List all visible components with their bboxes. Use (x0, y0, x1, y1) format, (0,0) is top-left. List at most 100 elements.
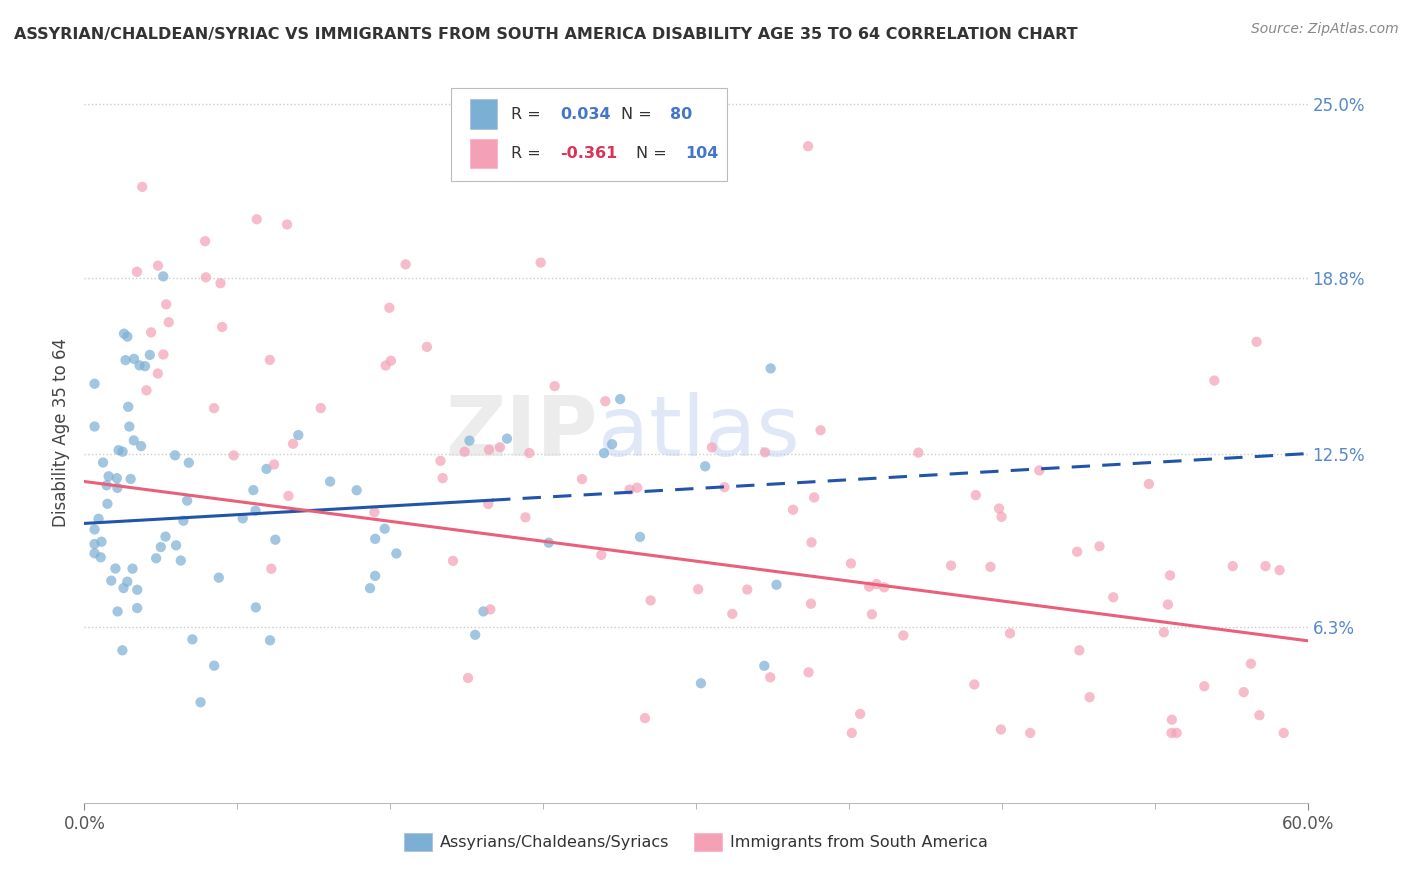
Point (287, 428, 309, 442)
Point (713, 480, 735, 494)
Point (135, 384, 157, 398)
Point (841, 726, 863, 740)
Point (517, 446, 540, 460)
Point (209, 277, 232, 291)
Text: ZIP: ZIP (446, 392, 598, 473)
Point (1028, 463, 1050, 477)
Point (170, 553, 193, 567)
Point (139, 326, 162, 340)
Point (990, 509, 1012, 524)
Point (146, 367, 169, 381)
Point (385, 546, 408, 560)
Point (640, 593, 662, 607)
Point (891, 628, 914, 642)
Point (1160, 713, 1182, 727)
Point (96, 497, 118, 511)
Point (100, 574, 122, 588)
Point (96, 478, 118, 492)
Text: -0.361: -0.361 (560, 146, 617, 161)
Point (172, 514, 194, 528)
Point (865, 577, 887, 591)
Point (83, 376, 105, 391)
Point (149, 540, 172, 554)
Point (988, 501, 1011, 516)
FancyBboxPatch shape (451, 88, 727, 181)
Point (688, 582, 710, 597)
Point (90, 550, 112, 565)
Point (530, 255, 553, 269)
Point (458, 434, 481, 448)
Point (695, 459, 717, 474)
Point (277, 489, 299, 503)
Point (139, 348, 162, 362)
Point (111, 444, 134, 458)
Point (359, 581, 381, 595)
Point (537, 535, 560, 549)
Point (873, 580, 896, 594)
Point (120, 472, 142, 486)
Point (319, 475, 342, 489)
Point (114, 353, 136, 368)
Point (83, 419, 105, 434)
Point (1204, 374, 1226, 388)
Point (472, 604, 495, 618)
Point (363, 505, 385, 519)
Point (97, 469, 120, 483)
Text: 104: 104 (685, 146, 718, 161)
Point (90, 534, 112, 549)
Point (432, 471, 454, 485)
Point (626, 481, 648, 495)
Point (245, 503, 267, 517)
Point (628, 530, 651, 544)
Point (155, 530, 177, 544)
Point (194, 270, 217, 285)
Point (429, 454, 451, 468)
Point (104, 561, 127, 575)
Point (364, 532, 387, 546)
Point (128, 359, 150, 373)
Point (797, 665, 820, 680)
Point (83, 537, 105, 551)
Point (117, 329, 139, 343)
Point (380, 353, 402, 368)
Point (202, 658, 225, 673)
Point (759, 361, 782, 376)
Point (222, 449, 245, 463)
Point (1153, 625, 1175, 640)
Point (394, 257, 416, 271)
FancyBboxPatch shape (470, 138, 496, 169)
Point (571, 472, 593, 486)
Point (797, 139, 820, 153)
Point (364, 569, 387, 583)
Point (849, 706, 872, 721)
Point (181, 632, 204, 647)
Point (263, 458, 285, 472)
Point (1160, 726, 1182, 740)
Point (276, 218, 298, 232)
Point (122, 351, 145, 366)
Point (1240, 657, 1263, 671)
Point (800, 535, 823, 549)
Point (165, 538, 187, 552)
Point (105, 481, 128, 495)
Point (441, 554, 464, 568)
Point (309, 401, 332, 415)
Text: R =: R = (512, 107, 541, 122)
Point (176, 493, 198, 508)
Point (177, 456, 200, 470)
Point (131, 180, 153, 194)
Point (479, 602, 502, 616)
Point (112, 326, 135, 341)
Point (256, 462, 278, 476)
Point (1088, 539, 1111, 553)
Point (765, 578, 787, 592)
Point (600, 437, 623, 451)
Point (860, 607, 883, 622)
Point (700, 441, 723, 455)
Point (117, 574, 139, 589)
Point (152, 347, 174, 361)
Point (245, 600, 267, 615)
Point (593, 446, 616, 460)
Point (1246, 334, 1268, 349)
Point (754, 658, 776, 673)
